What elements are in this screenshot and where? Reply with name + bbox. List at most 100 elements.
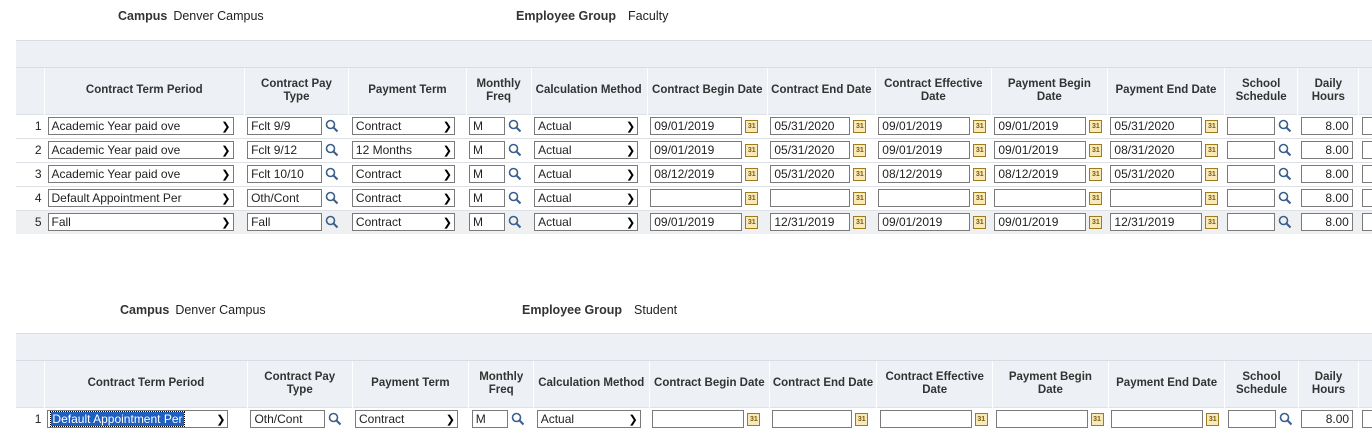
calendar-icon[interactable]: 31	[1205, 191, 1219, 205]
overflow-column-input[interactable]	[1361, 189, 1372, 207]
calendar-icon[interactable]: 31	[855, 412, 869, 426]
contract-end-date-input[interactable]: 05/31/2020	[770, 117, 851, 135]
contract-end-date-input[interactable]	[772, 410, 853, 428]
calculation-method-select[interactable]: Actual ❯	[534, 141, 639, 159]
magnifier-icon[interactable]	[1278, 191, 1292, 205]
calendar-icon[interactable]: 31	[853, 215, 867, 229]
contract-effective-date-input[interactable]: 09/01/2019	[878, 141, 971, 159]
magnifier-icon[interactable]	[1278, 119, 1292, 133]
contract-effective-date-input[interactable]	[878, 189, 971, 207]
calendar-icon[interactable]: 31	[973, 191, 987, 205]
contract-begin-date-input[interactable]: 09/01/2019	[650, 117, 743, 135]
magnifier-icon[interactable]	[508, 191, 522, 205]
payment-term-select[interactable]: Contract ❯	[355, 410, 459, 428]
payment-term-select[interactable]: Contract ❯	[351, 117, 455, 135]
contract-end-date-input[interactable]: 05/31/2020	[770, 141, 851, 159]
monthly-freq-input[interactable]: M	[469, 141, 505, 159]
magnifier-icon[interactable]	[325, 167, 339, 181]
overflow-column-input[interactable]	[1361, 213, 1372, 231]
calendar-icon[interactable]: 31	[745, 143, 759, 157]
calendar-icon[interactable]: 31	[853, 191, 867, 205]
contract-end-date-input[interactable]	[770, 189, 851, 207]
calendar-icon[interactable]: 31	[973, 215, 987, 229]
payment-end-date-input[interactable]: 08/31/2020	[1110, 141, 1203, 159]
magnifier-icon[interactable]	[1278, 167, 1292, 181]
monthly-freq-input[interactable]: M	[469, 189, 505, 207]
payment-end-date-input[interactable]	[1110, 189, 1203, 207]
overflow-column-input[interactable]	[1361, 141, 1372, 159]
calendar-icon[interactable]: 31	[974, 412, 988, 426]
calendar-icon[interactable]: 31	[1090, 412, 1104, 426]
contract-begin-date-input[interactable]: 09/01/2019	[650, 213, 743, 231]
magnifier-icon[interactable]	[508, 167, 522, 181]
daily-hours-input[interactable]: 8.00	[1301, 410, 1354, 428]
magnifier-icon[interactable]	[508, 119, 522, 133]
payment-end-date-input[interactable]: 05/31/2020	[1110, 117, 1203, 135]
payment-term-select[interactable]: Contract ❯	[351, 189, 455, 207]
payment-begin-date-input[interactable]: 09/01/2019	[994, 117, 1087, 135]
magnifier-icon[interactable]	[508, 143, 522, 157]
payment-term-select[interactable]: Contract ❯	[351, 165, 455, 183]
calendar-icon[interactable]: 31	[1089, 167, 1103, 181]
calendar-icon[interactable]: 31	[1206, 412, 1220, 426]
contract-effective-date-input[interactable]: 09/01/2019	[878, 117, 971, 135]
school-schedule-input[interactable]	[1227, 141, 1276, 159]
monthly-freq-input[interactable]: M	[469, 165, 505, 183]
contract-pay-type-input[interactable]: Fclt 10/10	[247, 165, 323, 183]
overflow-column-input[interactable]	[1361, 117, 1372, 135]
calendar-icon[interactable]: 31	[1205, 119, 1219, 133]
magnifier-icon[interactable]	[325, 191, 339, 205]
calendar-icon[interactable]: 31	[853, 119, 867, 133]
daily-hours-input[interactable]: 8.00	[1300, 189, 1353, 207]
overflow-column-input[interactable]	[1361, 410, 1372, 428]
calculation-method-select[interactable]: Actual ❯	[534, 117, 639, 135]
payment-begin-date-input[interactable]	[995, 410, 1088, 428]
school-schedule-input[interactable]	[1227, 189, 1276, 207]
contract-term-period-select[interactable]: Academic Year paid ove ❯	[47, 141, 234, 159]
calendar-icon[interactable]: 31	[745, 167, 759, 181]
contract-pay-type-input[interactable]: Fall	[247, 213, 323, 231]
monthly-freq-input[interactable]: M	[469, 213, 505, 231]
calendar-icon[interactable]: 31	[1205, 167, 1219, 181]
contract-term-period-select[interactable]: Fall ❯	[47, 213, 234, 231]
contract-pay-type-input[interactable]: Fclt 9/12	[247, 141, 323, 159]
payment-begin-date-input[interactable]: 08/12/2019	[994, 165, 1087, 183]
magnifier-icon[interactable]	[511, 412, 525, 426]
calendar-icon[interactable]: 31	[1205, 215, 1219, 229]
contract-begin-date-input[interactable]	[650, 189, 743, 207]
calendar-icon[interactable]: 31	[853, 167, 867, 181]
school-schedule-input[interactable]	[1227, 165, 1276, 183]
overflow-column-input[interactable]	[1361, 165, 1372, 183]
contract-pay-type-input[interactable]: Oth/Cont	[247, 189, 323, 207]
contract-effective-date-input[interactable]	[879, 410, 972, 428]
school-schedule-input[interactable]	[1227, 410, 1276, 428]
payment-begin-date-input[interactable]	[994, 189, 1087, 207]
daily-hours-input[interactable]: 8.00	[1300, 213, 1353, 231]
daily-hours-input[interactable]: 8.00	[1300, 117, 1353, 135]
calendar-icon[interactable]: 31	[745, 119, 759, 133]
magnifier-icon[interactable]	[325, 215, 339, 229]
magnifier-icon[interactable]	[1279, 412, 1293, 426]
monthly-freq-input[interactable]: M	[469, 117, 505, 135]
calendar-icon[interactable]: 31	[745, 191, 759, 205]
contract-begin-date-input[interactable]: 09/01/2019	[650, 141, 743, 159]
calendar-icon[interactable]: 31	[973, 167, 987, 181]
payment-begin-date-input[interactable]: 09/01/2019	[994, 213, 1087, 231]
contract-term-period-select[interactable]: Default Appointment Per ❯	[47, 189, 234, 207]
magnifier-icon[interactable]	[1278, 215, 1292, 229]
contract-begin-date-input[interactable]	[652, 410, 745, 428]
payment-end-date-input[interactable]	[1111, 410, 1204, 428]
calendar-icon[interactable]: 31	[1089, 143, 1103, 157]
calendar-icon[interactable]: 31	[1089, 119, 1103, 133]
magnifier-icon[interactable]	[328, 412, 342, 426]
magnifier-icon[interactable]	[508, 215, 522, 229]
payment-begin-date-input[interactable]: 09/01/2019	[994, 141, 1087, 159]
calendar-icon[interactable]: 31	[1089, 191, 1103, 205]
payment-end-date-input[interactable]: 05/31/2020	[1110, 165, 1203, 183]
calculation-method-select[interactable]: Actual ❯	[534, 165, 639, 183]
magnifier-icon[interactable]	[1278, 143, 1292, 157]
contract-end-date-input[interactable]: 05/31/2020	[770, 165, 851, 183]
calculation-method-select[interactable]: Actual ❯	[534, 213, 639, 231]
school-schedule-input[interactable]	[1227, 117, 1276, 135]
contract-begin-date-input[interactable]: 08/12/2019	[650, 165, 743, 183]
